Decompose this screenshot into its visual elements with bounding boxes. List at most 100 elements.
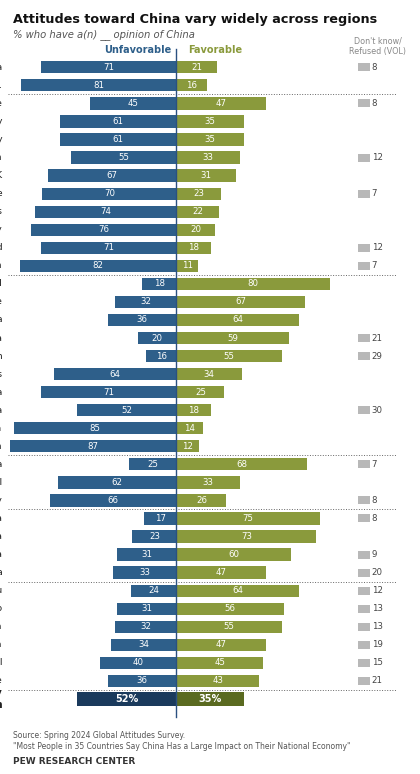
Text: 7: 7 [372,262,377,270]
Text: Sweden: Sweden [0,262,2,270]
Text: 35: 35 [205,135,215,144]
Bar [41,241,176,254]
Bar [115,296,176,308]
Text: South Korea: South Korea [0,388,2,396]
Text: Brazil: Brazil [0,659,2,667]
Bar [129,458,176,471]
Bar [176,567,266,579]
Text: 9: 9 [372,550,377,559]
Bar [50,495,176,506]
Bar [77,404,176,416]
Text: 23: 23 [149,532,160,541]
Text: 20: 20 [372,568,383,577]
Text: 66: 66 [108,496,119,505]
Text: 74: 74 [100,207,111,216]
Bar [358,677,370,685]
Bar [132,530,176,543]
Text: 43: 43 [212,676,223,686]
Text: UK: UK [0,171,2,180]
Bar [113,567,176,579]
Text: 35: 35 [205,117,215,126]
Text: Germany: Germany [0,225,2,235]
Text: 85: 85 [89,423,101,433]
Text: 64: 64 [232,586,243,595]
Text: 33: 33 [202,478,214,487]
Text: Tunisia: Tunisia [0,460,2,469]
Text: 32: 32 [140,297,151,307]
Text: Turkey: Turkey [0,496,2,505]
Text: 64: 64 [232,316,243,324]
Text: 36: 36 [136,316,147,324]
Text: 7: 7 [372,189,377,198]
Text: 70: 70 [104,189,115,198]
Text: 52: 52 [121,406,132,415]
Text: 25: 25 [147,460,158,469]
Text: 61: 61 [113,117,123,126]
Text: 22: 22 [192,207,203,216]
Bar [176,440,200,453]
Text: 45: 45 [214,659,225,667]
Text: 55: 55 [118,153,129,162]
Bar [358,334,370,342]
Text: 75: 75 [243,514,254,523]
Bar [358,63,370,71]
Text: 31: 31 [141,550,152,559]
Text: 20: 20 [190,225,201,235]
Text: 20: 20 [152,334,163,343]
Text: Attitudes toward China vary widely across regions: Attitudes toward China vary widely acros… [13,13,377,26]
Bar [176,152,240,163]
Bar [358,515,370,522]
Text: 12: 12 [182,442,194,450]
Text: Greece: Greece [0,99,2,108]
Text: Peru: Peru [0,586,2,595]
Text: Mexico: Mexico [0,604,2,613]
Text: 60: 60 [228,550,239,559]
Text: 71: 71 [103,63,114,72]
Bar [176,675,259,687]
Bar [14,422,176,434]
Bar [138,332,176,344]
Text: 13: 13 [372,622,383,632]
Bar [358,406,370,414]
Bar [115,621,176,633]
Text: 87: 87 [88,442,99,450]
Text: Australia: Australia [0,423,2,433]
Text: 52%: 52% [115,694,138,704]
Text: 32: 32 [140,622,151,632]
Bar [146,350,176,362]
Text: Colombia: Colombia [0,622,2,632]
Bar [358,623,370,631]
Text: 26: 26 [196,496,207,505]
Bar [176,206,219,217]
Bar [19,260,176,272]
Bar [48,170,176,182]
Text: 29: 29 [372,351,383,361]
Bar [144,512,176,525]
Bar [176,368,242,380]
Bar [117,603,176,615]
Text: 61: 61 [113,135,123,144]
Bar [176,332,289,344]
Bar [358,659,370,667]
Bar [176,692,244,706]
Text: 33: 33 [139,568,150,577]
Bar [108,675,176,687]
Bar [21,79,176,91]
Bar [60,115,176,128]
Text: 19: 19 [372,640,383,649]
Text: France: France [0,189,2,198]
Bar [176,386,224,399]
Bar [176,278,330,290]
Text: 36: 36 [136,676,147,686]
Bar [176,350,282,362]
Bar [358,550,370,559]
Text: Sri Lanka: Sri Lanka [0,334,2,343]
Bar [41,386,176,399]
Text: 24: 24 [148,586,159,595]
Bar [176,187,221,200]
Text: PEW RESEARCH CENTER: PEW RESEARCH CENTER [13,757,135,766]
Text: 14: 14 [184,423,195,433]
Text: 76: 76 [98,225,109,235]
Bar [358,587,370,594]
Bar [176,115,244,128]
